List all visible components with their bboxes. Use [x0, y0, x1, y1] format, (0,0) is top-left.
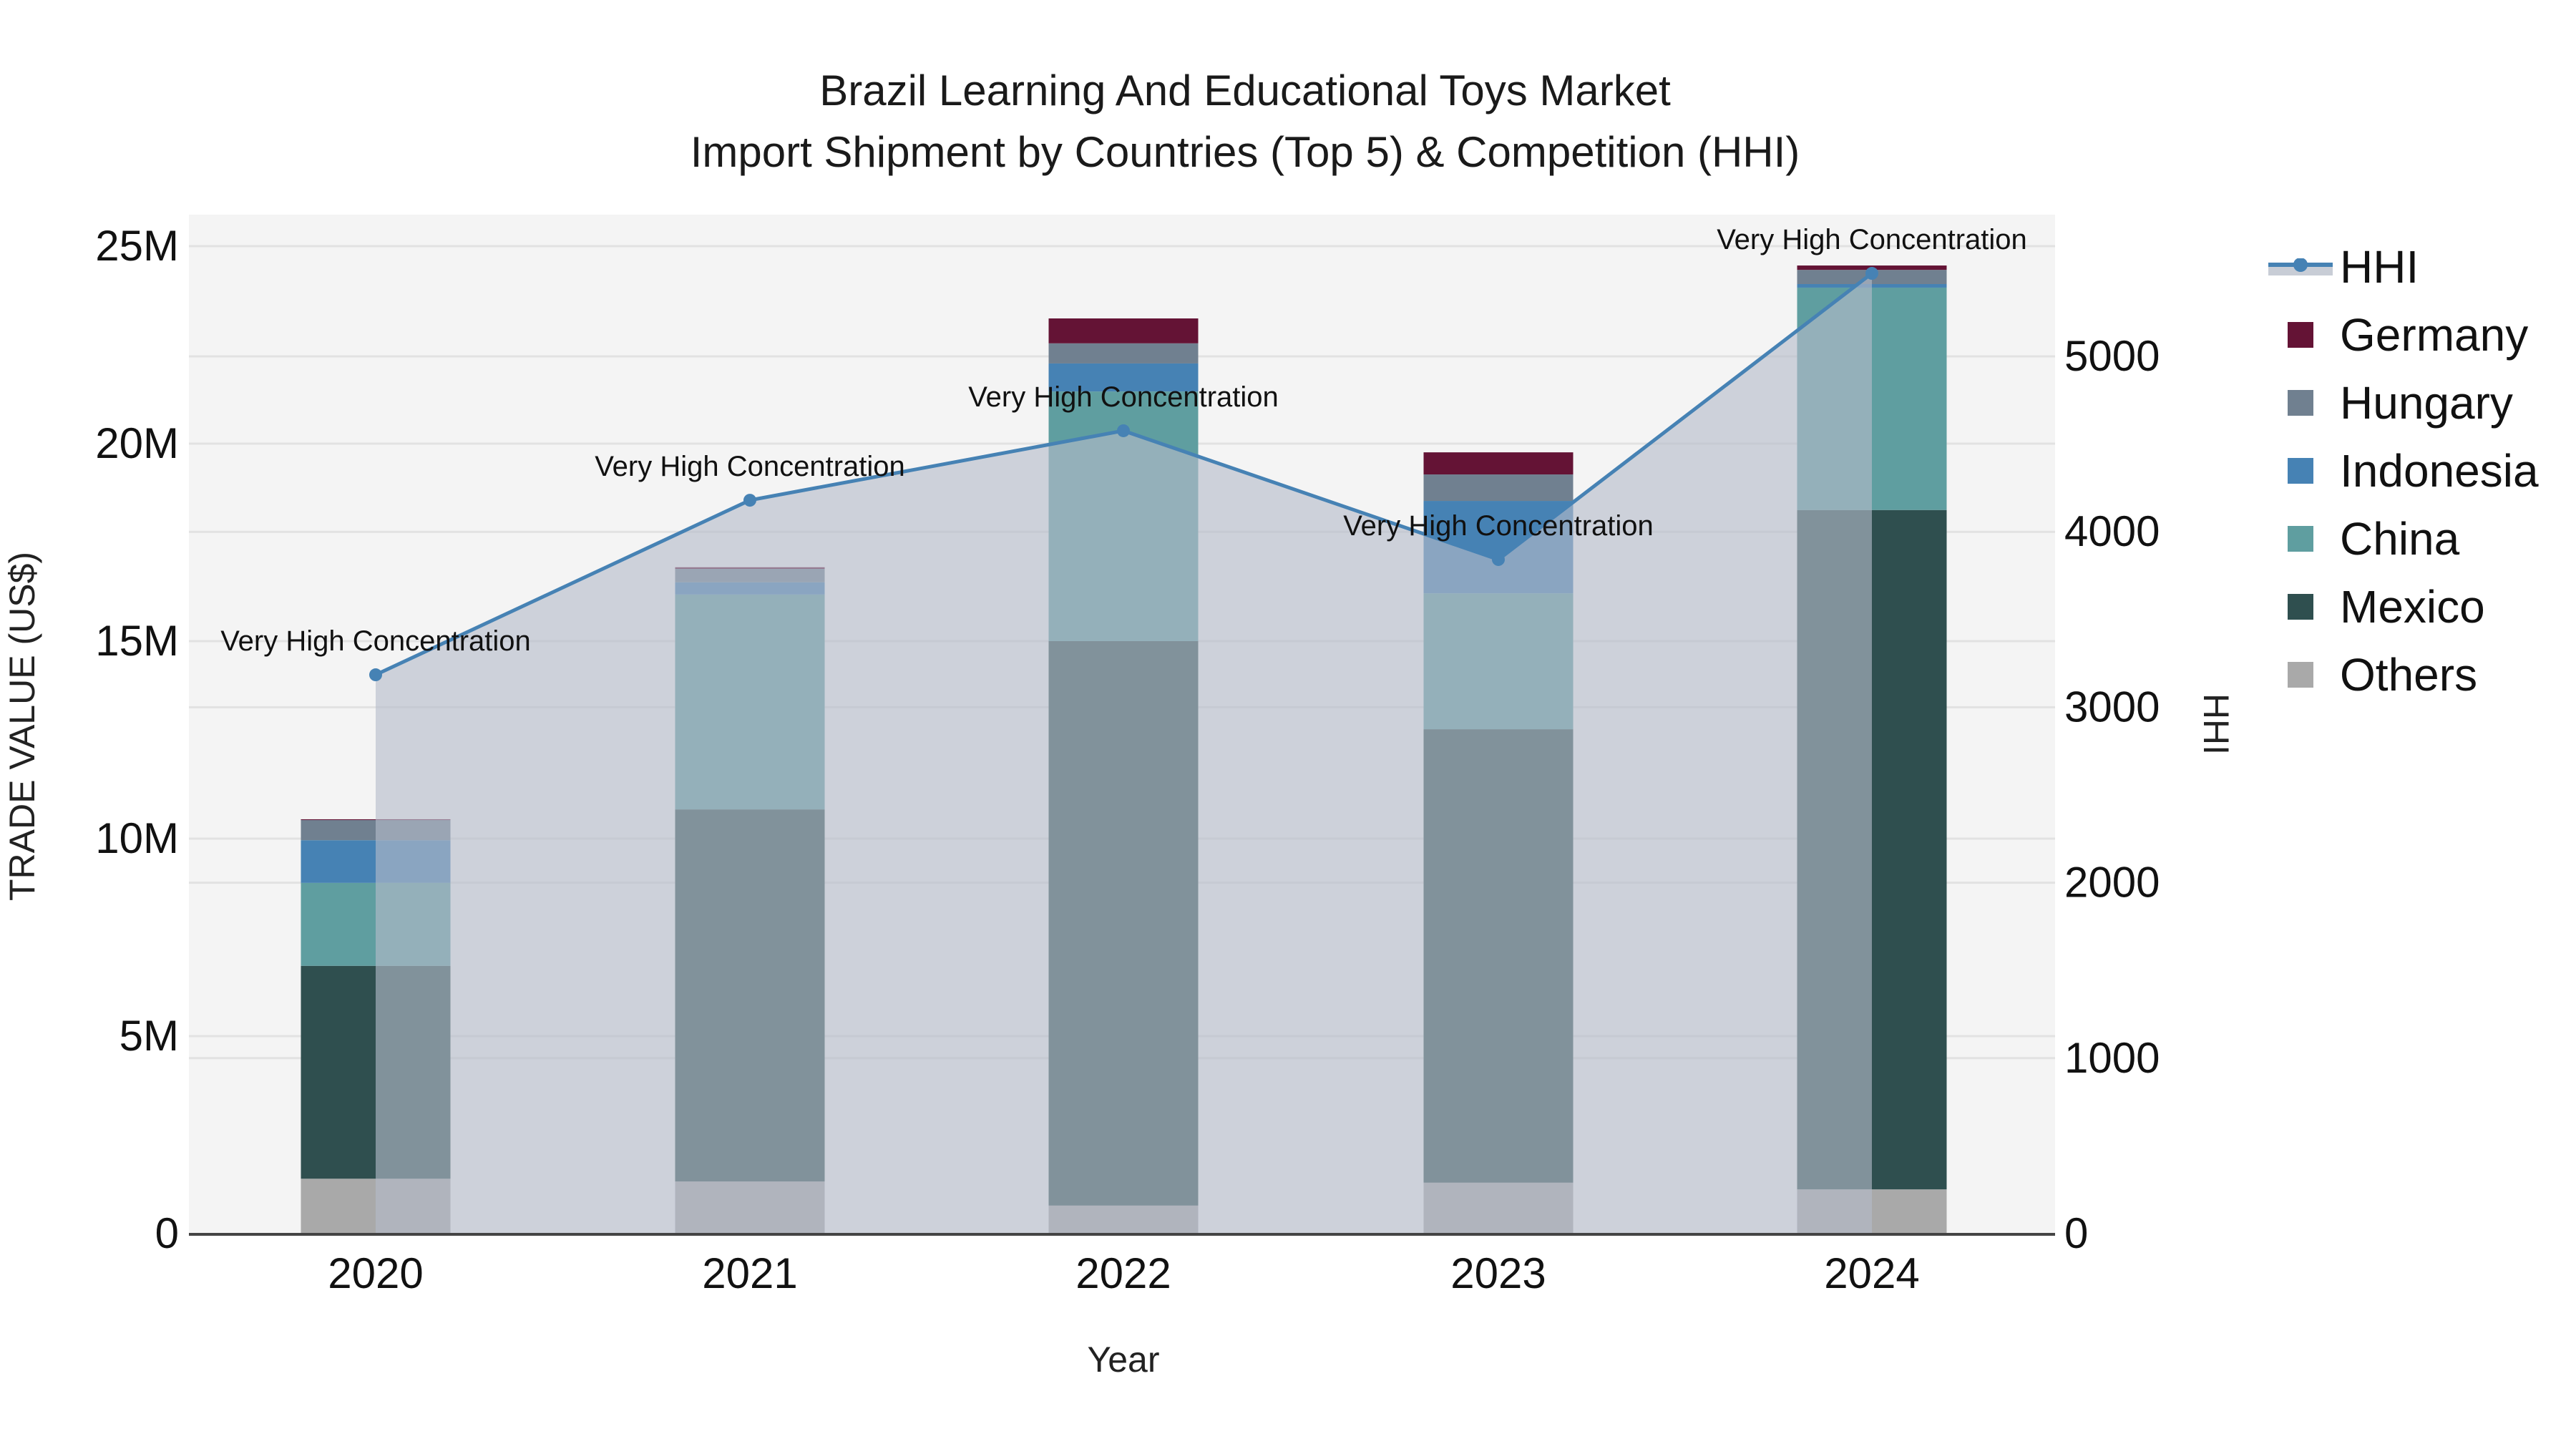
hhi-point[interactable]	[1492, 552, 1505, 566]
legend-label: Germany	[2340, 308, 2529, 361]
y-right-tick-label: 1000	[2064, 1034, 2160, 1082]
bar-segment-hungary[interactable]	[1423, 474, 1574, 502]
bar-segment-indonesia[interactable]	[1048, 363, 1199, 392]
square-swatch-icon	[2288, 593, 2313, 620]
x-tick-label: 2022	[1075, 1249, 1171, 1297]
y-left-tick-label: 5M	[119, 1012, 179, 1060]
y-right-tick-label: 2000	[2064, 859, 2160, 907]
y-left-tick-label: 0	[155, 1209, 179, 1257]
y-axis-left-ticks: 0 5M 10M 15M 20M 25M	[95, 222, 179, 1257]
annotation-label: Very High Concentration	[968, 381, 1279, 413]
square-swatch-icon	[2288, 389, 2313, 416]
legend-label: Mexico	[2340, 580, 2485, 633]
chart-title-line2: Import Shipment by Countries (Top 5) & C…	[690, 128, 1800, 176]
legend-label: HHI	[2340, 240, 2419, 293]
line-marker-icon	[2268, 258, 2333, 275]
hhi-annotations: Very High Concentration Very High Concent…	[220, 224, 2027, 657]
square-swatch-icon	[2288, 321, 2313, 348]
y-left-tick-label: 15M	[95, 617, 179, 665]
y-right-tick-label: 4000	[2064, 507, 2160, 555]
hhi-point[interactable]	[1865, 267, 1878, 280]
y-right-tick-label: 3000	[2064, 683, 2160, 731]
bar-segment-hungary[interactable]	[1048, 343, 1199, 364]
y-axis-left-title: TRADE VALUE (US$)	[2, 552, 42, 901]
bar-segment-germany[interactable]	[1423, 452, 1574, 475]
y-left-tick-label: 10M	[95, 814, 179, 862]
annotation-label: Very High Concentration	[1717, 224, 2027, 255]
square-swatch-icon	[2288, 525, 2313, 552]
square-swatch-icon	[2288, 457, 2313, 484]
x-tick-label: 2024	[1824, 1249, 1919, 1297]
y-axis-right-title: HHI	[2196, 693, 2236, 755]
y-axis-right-ticks: 0 1000 2000 3000 4000 5000	[2064, 332, 2160, 1257]
x-axis-title: Year	[1087, 1340, 1159, 1380]
x-tick-label: 2021	[702, 1249, 797, 1297]
x-axis-ticks: 2020 2021 2022 2023 2024	[328, 1249, 1919, 1297]
chart-title-line1: Brazil Learning And Educational Toys Mar…	[819, 67, 1671, 114]
hhi-point[interactable]	[743, 494, 756, 507]
y-right-tick-label: 5000	[2064, 332, 2160, 380]
hhi-series	[369, 267, 1878, 1234]
square-swatch-icon	[2288, 661, 2313, 688]
annotation-label: Very High Concentration	[595, 451, 905, 482]
bar-segment-germany[interactable]	[1048, 318, 1199, 343]
y-right-tick-label: 0	[2064, 1209, 2088, 1257]
y-left-tick-label: 25M	[95, 222, 179, 270]
hhi-area	[376, 273, 1872, 1234]
legend-label: Others	[2340, 648, 2478, 701]
hhi-point[interactable]	[1117, 424, 1130, 437]
y-left-tick-label: 20M	[95, 419, 179, 467]
legend-label: Indonesia	[2340, 444, 2539, 497]
x-tick-label: 2020	[328, 1249, 423, 1297]
annotation-label: Very High Concentration	[220, 625, 531, 657]
legend-label: Hungary	[2340, 376, 2513, 429]
hhi-point[interactable]	[369, 668, 382, 682]
annotation-label: Very High Concentration	[1343, 510, 1654, 542]
x-tick-label: 2023	[1450, 1249, 1546, 1297]
legend-label: China	[2340, 512, 2460, 565]
